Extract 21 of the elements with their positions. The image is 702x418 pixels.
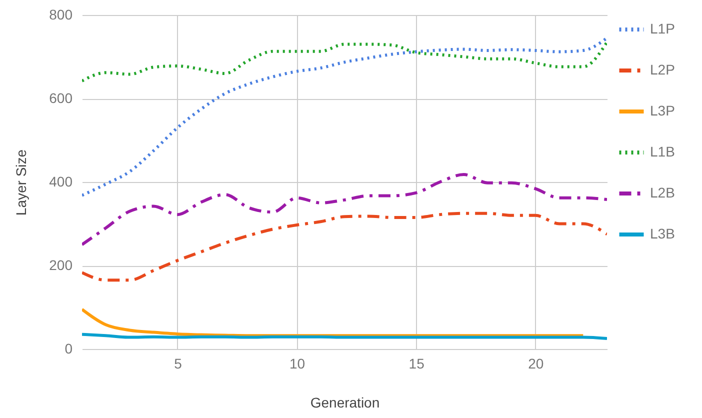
y-axis-title: Layer Size [13,149,30,216]
x-tick-label: 5 [174,356,182,372]
x-tick-label: 15 [408,356,425,372]
line-series [82,212,607,282]
line-series [82,36,607,197]
x-tick-label: 20 [528,356,544,372]
line-series [82,40,607,82]
legend-label: L3P [650,102,675,118]
x-axis-title: Generation [310,394,380,410]
y-tick-label: 400 [49,174,73,190]
y-tick-label: 600 [49,90,73,106]
legend-label: L1P [650,20,675,36]
line-series [82,172,607,246]
legend-label: L1B [650,144,675,160]
legend-label: L2B [650,184,675,200]
x-tick-label: 10 [289,356,306,372]
legend-label: L3B [650,226,675,242]
legend-label: L2P [650,62,675,78]
y-tick-label: 800 [49,6,73,22]
y-tick-label: 0 [64,340,73,356]
y-tick-label: 200 [49,257,73,273]
